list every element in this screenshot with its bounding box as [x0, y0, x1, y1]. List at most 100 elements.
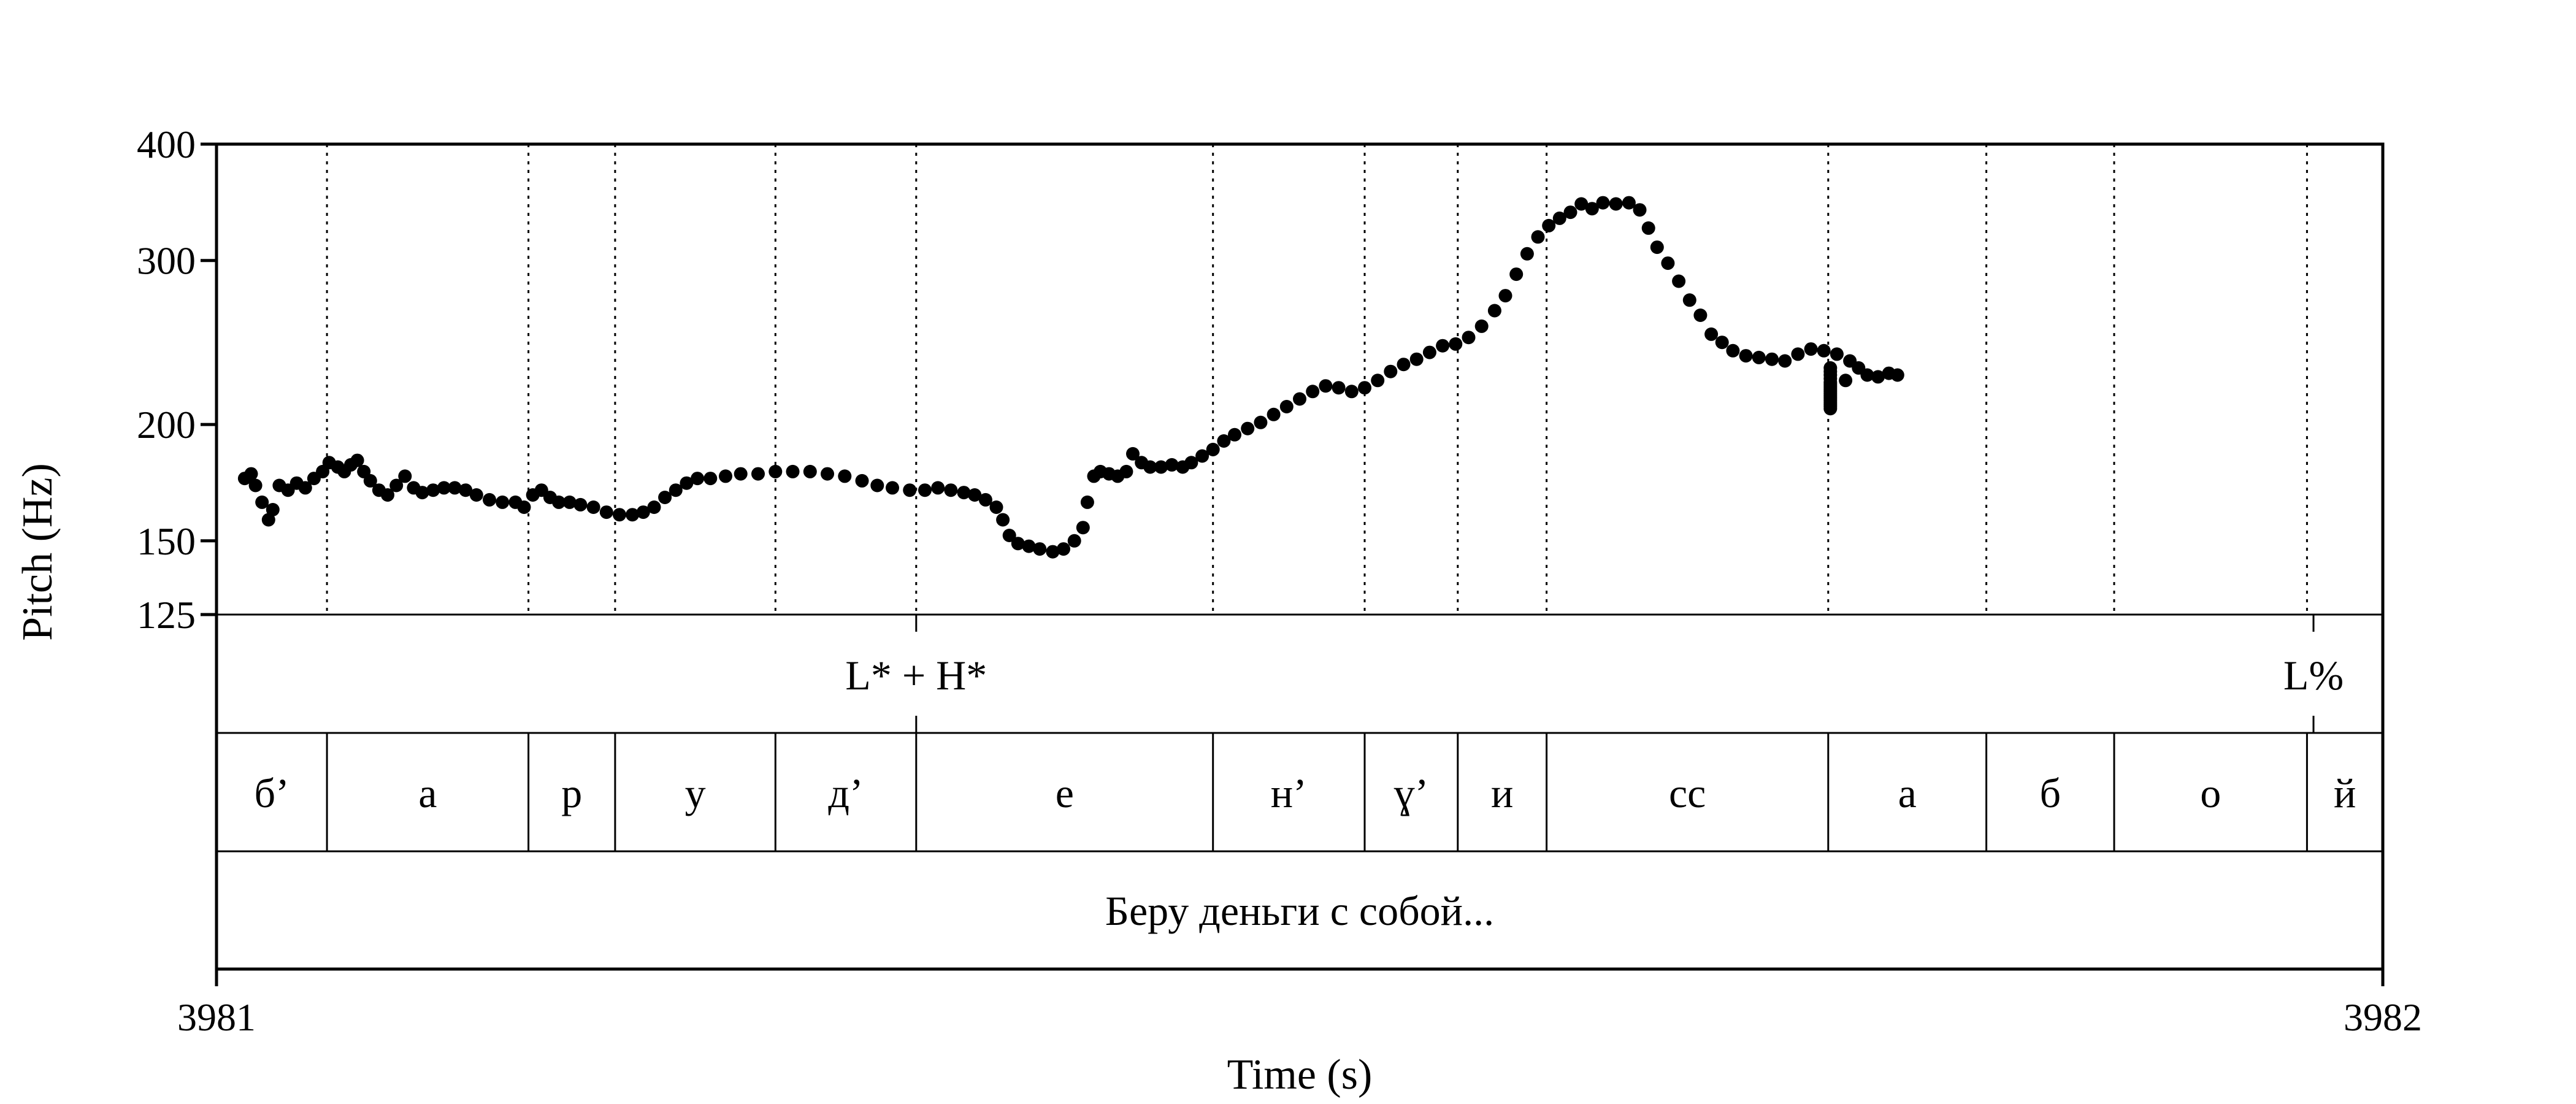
- pitch-point: [703, 472, 718, 486]
- pitch-point: [266, 503, 280, 516]
- pitch-point: [261, 513, 275, 527]
- pitch-point: [626, 508, 640, 522]
- pitch-point: [1726, 343, 1740, 358]
- pitch-point: [1498, 289, 1512, 303]
- pitch-point: [389, 478, 404, 493]
- pitch-point: [350, 453, 364, 467]
- pitch-point: [613, 508, 626, 522]
- pitch-point: [459, 483, 473, 497]
- pitch-point: [1622, 196, 1636, 210]
- pitch-point: [1778, 354, 1792, 368]
- pitch-point: [1254, 415, 1268, 429]
- pitch-point: [1531, 230, 1545, 244]
- pitch-point: [1552, 211, 1566, 225]
- pitch-point: [1067, 534, 1081, 548]
- pitch-point: [1487, 304, 1501, 318]
- tone-label: L%: [2283, 652, 2344, 699]
- pitch-point: [957, 486, 971, 500]
- pitch-point: [886, 481, 899, 495]
- pitch-point: [1184, 456, 1198, 470]
- segment-label: а: [1898, 770, 1917, 816]
- pitch-point: [1509, 267, 1524, 282]
- pitch-point: [1119, 464, 1133, 478]
- pitch-point: [517, 500, 531, 514]
- pitch-point: [1165, 458, 1179, 472]
- pitch-point: [1267, 407, 1281, 421]
- pitch-point: [734, 467, 748, 481]
- pitch-point: [691, 472, 705, 486]
- pitch-point: [363, 473, 377, 488]
- pitch-point: [1002, 529, 1016, 542]
- tone-label: L* + H*: [845, 652, 987, 699]
- pitch-point: [1046, 545, 1060, 559]
- pitch-point: [1011, 537, 1025, 551]
- pitch-point: [1319, 379, 1333, 393]
- segment-boundary-guides: [326, 144, 2308, 615]
- pitch-point: [1791, 347, 1805, 361]
- pitch-point: [968, 488, 982, 502]
- pitch-point: [1409, 352, 1424, 366]
- pitch-point: [298, 481, 312, 495]
- pitch-point: [1474, 319, 1489, 333]
- pitch-point: [1641, 221, 1655, 235]
- pitch-point: [1195, 449, 1209, 463]
- pitch-point: [562, 495, 577, 509]
- pitch-point: [1765, 352, 1779, 366]
- pitch-point: [1596, 196, 1610, 210]
- x-tick-label: 3981: [177, 995, 256, 1039]
- pitch-point: [1279, 400, 1294, 413]
- pitch-point: [680, 476, 694, 490]
- y-tick-label: 300: [137, 239, 196, 283]
- pitch-point: [1830, 347, 1844, 361]
- pitch-point: [248, 478, 263, 493]
- pitch-point: [1672, 274, 1686, 288]
- pitch-point: [1739, 349, 1753, 363]
- pitch-point: [1332, 381, 1346, 395]
- pitch-point: [1384, 364, 1398, 378]
- pitch-point: [636, 505, 650, 519]
- pitch-point: [786, 464, 800, 478]
- pitch-point: [1609, 197, 1623, 211]
- pitch-track: [237, 196, 1904, 559]
- axes: 125 150 200 300 400 3981 3982: [137, 123, 2422, 1039]
- pitch-point: [415, 486, 429, 500]
- segment-label: у: [685, 770, 706, 816]
- pitch-point: [1585, 202, 1599, 216]
- pitch-point: [1397, 358, 1411, 372]
- pitch-point: [918, 483, 932, 497]
- pitch-point: [1306, 385, 1320, 399]
- pitch-point: [469, 488, 483, 502]
- segment-label: б: [2039, 770, 2061, 816]
- pitch-point: [1217, 434, 1231, 448]
- pitch-point: [448, 481, 462, 495]
- pitch-point: [1436, 339, 1450, 353]
- pitch-point: [1057, 542, 1070, 556]
- pitch-point: [1033, 542, 1047, 556]
- pitch-point: [838, 469, 852, 483]
- pitch-point: [903, 483, 917, 497]
- pitch-point: [244, 467, 258, 481]
- segment-label: о: [2200, 770, 2221, 816]
- utterance-text: Беру деньги с собой...: [1105, 887, 1494, 934]
- segment-label: й: [2334, 770, 2356, 816]
- pitch-point: [1076, 521, 1090, 535]
- pitch-point: [255, 495, 269, 509]
- pitch-point: [931, 481, 945, 495]
- pitch-point: [996, 513, 1010, 527]
- pitch-point: [1823, 402, 1838, 416]
- pitch-point: [1860, 368, 1874, 382]
- x-axis-title: Time (s): [1227, 1051, 1373, 1098]
- pitch-point: [751, 467, 765, 481]
- pitch-point: [1241, 421, 1255, 435]
- plot-frame: [215, 142, 2385, 971]
- pitch-point: [586, 500, 600, 514]
- pitch-point: [1693, 309, 1708, 322]
- pitch-point: [1650, 240, 1664, 255]
- pitch-point: [1358, 381, 1371, 395]
- pitch-point: [669, 483, 683, 497]
- pitch-point: [426, 483, 440, 497]
- pitch-point: [1715, 335, 1729, 350]
- pitch-point: [1080, 495, 1094, 509]
- y-tick-label: 125: [137, 593, 196, 637]
